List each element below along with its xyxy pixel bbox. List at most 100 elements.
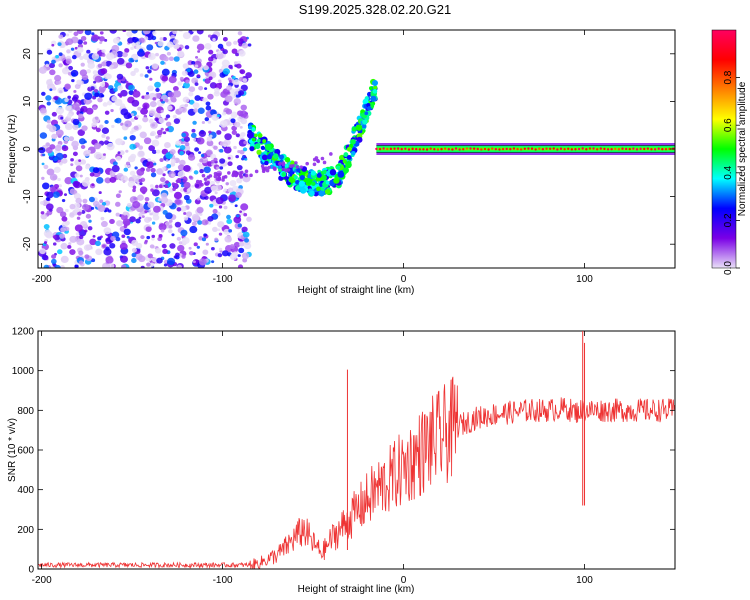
noise-speckle — [172, 85, 179, 92]
noise-speckle — [218, 247, 223, 251]
noise-speckle — [165, 114, 171, 119]
noise-speckle — [130, 71, 136, 77]
noise-speckle — [127, 37, 135, 44]
noise-speckle — [237, 150, 241, 154]
noise-speckle — [142, 30, 151, 35]
noise-speckle — [77, 39, 83, 45]
track-point — [251, 137, 256, 142]
noise-speckle — [156, 257, 163, 264]
noise-speckle — [225, 182, 229, 186]
track-point — [361, 123, 367, 129]
noise-speckle — [141, 215, 145, 218]
noise-speckle — [88, 196, 95, 203]
noise-speckle — [101, 53, 106, 57]
y-tick-label: 20 — [22, 48, 33, 60]
noise-speckle — [70, 69, 79, 77]
carrier-point — [375, 147, 378, 151]
noise-speckle — [95, 248, 103, 256]
track-point — [351, 126, 357, 132]
carrier-point — [603, 147, 606, 151]
noise-speckle — [83, 244, 91, 251]
noise-speckle — [196, 43, 205, 51]
carrier-point — [465, 147, 469, 150]
noise-speckle — [101, 201, 107, 206]
noise-speckle — [196, 74, 201, 78]
noise-speckle — [142, 116, 149, 123]
noise-speckle — [235, 52, 240, 57]
noise-speckle — [136, 114, 140, 118]
noise-speckle — [233, 40, 238, 45]
noise-speckle — [185, 211, 193, 217]
noise-speckle — [123, 224, 128, 229]
noise-speckle — [129, 216, 136, 223]
noise-speckle — [76, 216, 81, 220]
noise-speckle — [74, 224, 83, 232]
track-point — [305, 178, 313, 185]
noise-speckle — [138, 150, 145, 157]
noise-speckle — [144, 74, 149, 78]
noise-speckle — [39, 132, 48, 139]
noise-speckle — [219, 120, 228, 128]
noise-speckle — [138, 145, 144, 150]
noise-speckle — [184, 103, 189, 107]
noise-speckle — [115, 156, 122, 161]
noise-speckle — [110, 235, 116, 241]
noise-speckle — [91, 34, 100, 42]
carrier-point — [610, 147, 613, 151]
noise-speckle — [240, 118, 248, 125]
noise-speckle — [48, 78, 52, 82]
noise-speckle — [97, 204, 106, 212]
noise-speckle — [181, 132, 187, 138]
track-point — [249, 142, 255, 148]
y-tick-label: 600 — [17, 446, 34, 457]
carrier-point — [415, 147, 418, 151]
noise-speckle — [211, 162, 216, 167]
noise-speckle — [210, 185, 218, 192]
noise-speckle — [177, 244, 185, 252]
noise-speckle — [111, 124, 115, 129]
noise-speckle — [99, 31, 104, 35]
noise-speckle — [170, 173, 175, 178]
noise-speckle — [173, 56, 180, 62]
carrier-point — [588, 147, 592, 150]
track-point — [279, 154, 285, 160]
noise-speckle — [120, 213, 128, 221]
noise-speckle — [183, 216, 189, 221]
carrier-point — [447, 148, 450, 151]
noise-speckle — [115, 117, 122, 124]
noise-speckle — [132, 201, 141, 209]
noise-speckle — [206, 140, 214, 147]
noise-speckle — [133, 67, 140, 73]
track-point — [281, 167, 286, 172]
noise-speckle — [162, 248, 168, 255]
noise-speckle — [194, 183, 200, 188]
noise-speckle — [152, 214, 160, 221]
carrier-point — [393, 147, 396, 150]
track-point — [300, 187, 307, 194]
carrier-point — [440, 147, 443, 151]
noise-speckle — [198, 130, 207, 137]
noise-speckle — [115, 201, 121, 207]
noise-speckle — [111, 164, 120, 173]
noise-speckle — [83, 41, 88, 45]
x-tick-label: -200 — [32, 575, 52, 586]
noise-speckle — [69, 188, 76, 195]
carrier-point — [523, 147, 526, 150]
noise-speckle — [79, 174, 83, 178]
noise-speckle — [123, 228, 131, 236]
noise-speckle — [199, 158, 204, 163]
noise-speckle — [69, 235, 78, 243]
noise-speckle — [169, 149, 176, 155]
noise-speckle — [149, 244, 155, 249]
noise-speckle — [190, 132, 197, 138]
noise-speckle — [144, 197, 150, 202]
noise-speckle — [63, 118, 69, 123]
noise-speckle — [178, 241, 183, 245]
noise-speckle — [241, 42, 249, 49]
carrier-point — [581, 147, 584, 150]
noise-speckle — [242, 231, 250, 238]
track-point — [182, 179, 187, 183]
track-point — [195, 179, 200, 184]
noise-speckle — [145, 66, 150, 70]
